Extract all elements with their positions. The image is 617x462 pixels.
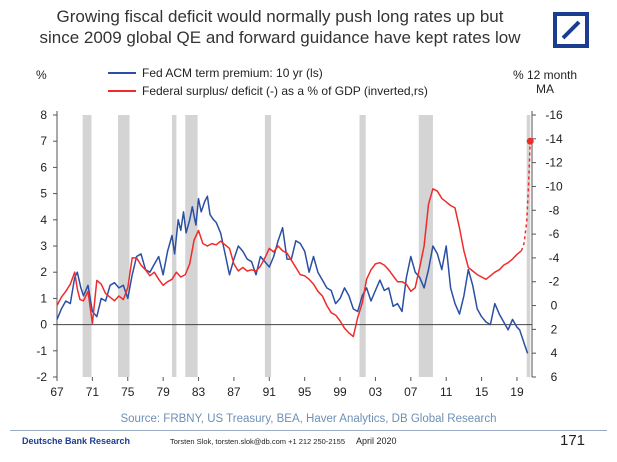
legend-swatch-blue (108, 72, 136, 74)
right-tick-label-5: -6 (549, 227, 560, 241)
x-tick-label-10: 07 (404, 385, 418, 399)
x-tick-label-2: 75 (121, 385, 135, 399)
left-axis-unit: % (36, 68, 47, 82)
left-tick-label-8: 0 (40, 318, 47, 332)
chart-legend: Fed ACM term premium: 10 yr (ls) Federal… (108, 64, 428, 100)
right-axis-unit-line-2: MA (536, 82, 554, 96)
x-tick-label-0: 67 (50, 385, 64, 399)
right-tick-label-2: -12 (545, 156, 563, 170)
deficit-projection-point (526, 137, 534, 145)
x-tick-label-7: 95 (298, 385, 312, 399)
x-tick-label-4: 83 (192, 385, 206, 399)
recession-band-0 (82, 115, 92, 377)
x-tick-label-13: 19 (510, 385, 524, 399)
legend-item-term-premium: Fed ACM term premium: 10 yr (ls) (108, 64, 428, 82)
right-tick-label-4: -8 (549, 203, 560, 217)
series-line-2 (520, 141, 531, 252)
chart-title: Growing fiscal deficit would normally pu… (20, 6, 540, 48)
right-tick-label-8: 0 (551, 299, 558, 313)
x-tick-label-12: 15 (475, 385, 489, 399)
footer-contact: Torsten Slok, torsten.slok@db.com +1 212… (170, 437, 346, 446)
legend-swatch-red (108, 90, 136, 92)
deutsche-bank-logo (553, 12, 589, 48)
right-tick-label-10: 4 (551, 346, 558, 360)
x-tick-label-1: 71 (86, 385, 100, 399)
series-line-0 (56, 195, 529, 354)
left-tick-label-0: 8 (40, 108, 47, 122)
legend-label-deficit: Federal surplus/ deficit (-) as a % of G… (142, 84, 428, 98)
legend-item-deficit: Federal surplus/ deficit (-) as a % of G… (108, 82, 428, 100)
right-tick-label-11: 6 (551, 370, 558, 384)
left-tick-label-7: 1 (40, 291, 47, 305)
right-tick-label-0: -16 (545, 108, 563, 122)
page-number: 171 (560, 432, 586, 449)
source-note: Source: FRBNY, US Treasury, BEA, Haver A… (120, 413, 497, 425)
recession-band-4 (264, 115, 272, 377)
right-axis-unit-line-1: % 12 month (512, 68, 578, 82)
left-tick-label-9: -1 (36, 344, 47, 358)
footer-brand: Deutsche Bank Research (22, 436, 131, 446)
left-tick-label-5: 3 (40, 239, 47, 253)
x-tick-label-6: 91 (263, 385, 277, 399)
series-line-1 (56, 188, 522, 338)
chart-title-line-1: Growing fiscal deficit would normally pu… (56, 7, 504, 26)
logo-slash-icon (561, 20, 581, 40)
right-tick-label-9: 2 (551, 322, 558, 336)
x-tick-label-9: 03 (369, 385, 383, 399)
footer-date: April 2020 (356, 436, 397, 446)
left-tick-label-1: 7 (40, 134, 47, 148)
left-tick-label-3: 5 (40, 187, 47, 201)
right-axis-unit: % 12 month MA (510, 68, 580, 96)
left-tick-label-2: 6 (40, 160, 47, 174)
chart-title-line-2: since 2009 global QE and forward guidanc… (39, 28, 521, 47)
x-tick-label-5: 87 (227, 385, 241, 399)
recession-band-5 (359, 115, 366, 377)
recession-band-7 (526, 115, 531, 377)
recession-band-3 (185, 115, 198, 377)
x-tick-label-11: 11 (440, 385, 453, 399)
right-tick-label-1: -14 (545, 132, 563, 146)
x-tick-label-8: 99 (333, 385, 347, 399)
x-tick-label-3: 79 (156, 385, 170, 399)
left-tick-label-4: 4 (40, 213, 47, 227)
footer-divider (10, 430, 607, 431)
right-tick-label-6: -4 (549, 251, 560, 265)
right-tick-label-7: -2 (549, 275, 560, 289)
left-tick-label-6: 2 (40, 265, 47, 279)
left-tick-label-10: -2 (36, 370, 47, 384)
right-tick-label-3: -10 (545, 179, 563, 193)
recession-band-1 (118, 115, 130, 377)
recession-band-6 (418, 115, 433, 377)
legend-label-term-premium: Fed ACM term premium: 10 yr (ls) (142, 66, 323, 80)
